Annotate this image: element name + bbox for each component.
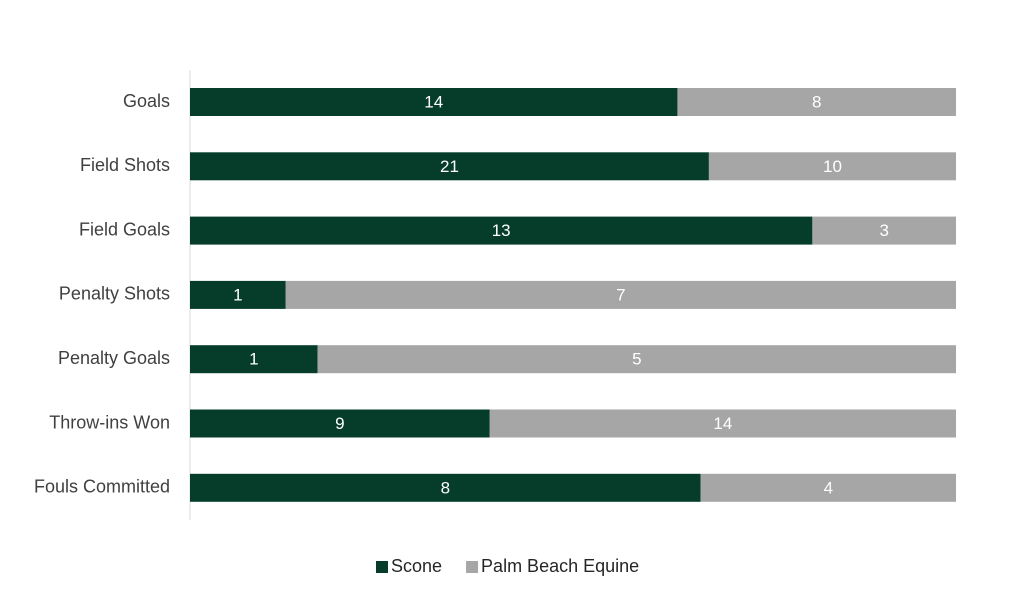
data-label: 1 — [233, 285, 242, 304]
category-label: Throw-ins Won — [49, 412, 170, 432]
bar-segment — [190, 216, 813, 245]
bar-segment — [190, 409, 490, 438]
data-label: 8 — [441, 478, 450, 497]
legend-swatch — [466, 561, 479, 573]
data-label: 7 — [616, 285, 625, 304]
data-label: 21 — [440, 157, 459, 176]
bar-segment — [708, 152, 956, 181]
bar-segment — [190, 152, 709, 181]
bar-segment — [190, 345, 318, 374]
category-label: Field Shots — [80, 155, 170, 175]
bar-segment — [677, 88, 956, 116]
legend-label: Palm Beach Equine — [481, 556, 639, 576]
bar-segment — [489, 409, 956, 438]
data-label: 4 — [824, 478, 833, 497]
category-label: Goals — [123, 91, 170, 111]
bar-segment — [812, 216, 956, 245]
data-label: 9 — [335, 414, 344, 433]
bar-segment — [700, 473, 956, 502]
data-label: 13 — [492, 221, 511, 240]
data-label: 8 — [812, 92, 821, 111]
data-label: 14 — [424, 92, 443, 111]
data-label: 3 — [879, 221, 888, 240]
bar-segment — [285, 280, 956, 309]
category-label: Fouls Committed — [34, 477, 170, 497]
data-label: 1 — [249, 350, 258, 369]
category-label: Penalty Shots — [59, 284, 170, 304]
category-label: Field Goals — [79, 219, 170, 239]
data-label: 10 — [823, 157, 842, 176]
category-label: Penalty Goals — [58, 348, 170, 368]
bar-segment — [190, 280, 286, 309]
legend-label: Scone — [391, 556, 442, 576]
bar-segment — [317, 345, 957, 374]
bar-segment — [190, 88, 678, 116]
data-label: 5 — [632, 350, 641, 369]
bar-segment — [190, 473, 701, 502]
data-label: 14 — [713, 414, 732, 433]
legend-swatch — [376, 561, 388, 573]
